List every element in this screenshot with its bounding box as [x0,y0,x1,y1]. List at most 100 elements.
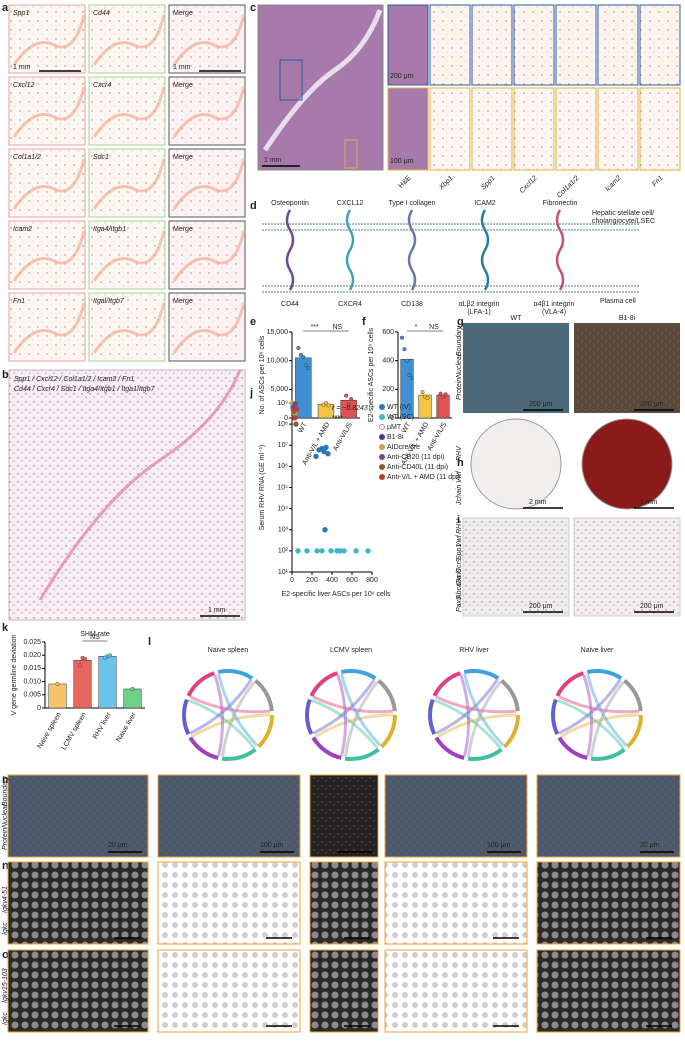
data-point [301,355,306,360]
receptor-label: CD138 [401,301,423,308]
channel-label: Protein [456,378,463,400]
legend-swatch [379,404,385,410]
signal [90,6,164,72]
signal [10,6,84,72]
signal [170,150,244,216]
data-point [400,335,405,340]
y-tick-label: 0.020 [23,652,41,659]
chord-arc [221,747,257,761]
column-label: Spp1 [480,175,497,192]
panel-letter: j [249,387,253,399]
chord [463,673,505,747]
chord-title: Naive liver [581,647,614,654]
chord [467,681,502,757]
channel-label: Nuclear [2,803,9,828]
y-tick-label: 0 [284,415,288,422]
chord [221,681,256,757]
chord [189,679,253,735]
channel-label: Boundary [456,326,463,356]
gene-label: Merge [173,154,193,161]
data-point [402,347,407,352]
chord-arc [463,669,500,680]
chord-arc [502,714,520,749]
ligand-label: Fibronectin [543,200,578,207]
x-tick-label: WT [297,421,309,435]
scale-label: 100 μm [260,842,284,849]
vessel [172,86,246,138]
scale-label: 200 μm [640,401,664,408]
ligand-label: CXCL12 [337,200,364,207]
chord [558,679,622,735]
cell-label: cholangiocyte/LSEC [592,218,655,225]
chord-arc [428,698,437,735]
receptor-label: αLβ2 integrin [459,301,500,308]
gene-label: Itga4/Itgb1 [93,226,126,233]
signal [430,88,470,170]
vessel [92,86,166,138]
chord [434,698,502,749]
chord-arc [555,671,585,697]
chart-title: SHM rate [80,631,110,638]
signal [170,78,244,144]
data-point [353,548,359,554]
data-point [77,663,82,668]
ligand-label: Osteopontin [271,200,309,207]
data-point [425,395,430,400]
y-tick-label: 0.005 [23,692,41,699]
panel-letter: g [457,316,464,328]
annotation: **** [332,415,343,422]
micrograph [7,949,149,1033]
chord-arc [551,698,560,735]
panel-letter: d [250,200,257,212]
y-tick-label: 10⁷ [278,442,289,449]
signal [640,88,680,170]
x-tick-label: 800 [366,577,378,584]
channel-label: Vwf [456,534,463,547]
gene-label: Cd44 [93,10,110,17]
data-point [55,681,60,686]
vessel [262,9,383,152]
chord [217,673,259,747]
receptor-label: α4β1 integrin [534,301,575,308]
texture [463,323,569,413]
column-label: Icam2 [604,175,623,194]
gene-label: Merge [173,82,193,89]
y-tick-label: 10¹ [278,569,289,576]
chord [435,679,499,735]
y-tick-label: 10⁹ [277,400,288,407]
column-label: H&E [398,175,413,190]
gene-label: Sdc1 [93,154,109,161]
chord [437,713,517,738]
x-tick-label: Naive spleen [37,711,63,750]
chord [558,695,639,714]
chord-arc [254,679,274,712]
significance: NS [90,634,100,641]
chord-arc [309,671,339,697]
bar [48,683,67,709]
gene-label: Cxcr4 [93,82,111,89]
legend-swatch [379,454,385,460]
data-point [405,358,410,363]
y-tick-label: 10⁴ [277,505,288,512]
molecule [555,209,565,291]
chord-title: LCMV spleen [330,647,372,654]
receptor-label: (LFA-1) [467,309,490,316]
legend-swatch [379,424,385,430]
scale-label: 1 mm [208,607,226,614]
legend-swatch [379,444,385,450]
legend-label: µMT [387,424,402,431]
column-label: Col1a1/2 [556,175,581,200]
y-axis-label: E2-specific ASCs per 10⁶ cells [368,327,375,422]
legend-swatch [379,464,385,470]
scale-label: 100 μm [390,158,414,165]
molecule [407,209,417,291]
chord-arc [434,736,465,760]
signal [514,88,554,170]
x-tick-label: Naive liver [115,711,138,743]
x-tick-label: WT [401,421,413,435]
bar [436,394,450,419]
panel-letter: a [2,2,9,14]
chord [582,674,594,757]
ligand-label: ICAM2 [474,200,496,207]
